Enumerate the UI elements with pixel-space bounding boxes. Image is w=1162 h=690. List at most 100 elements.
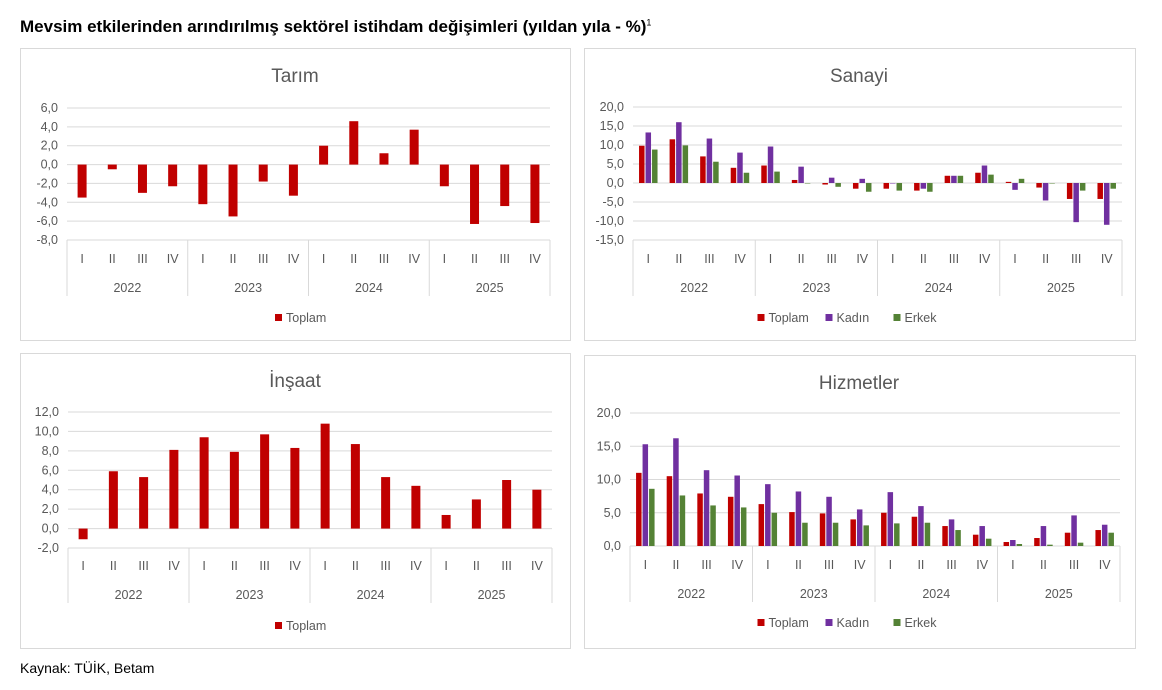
bar-toplam [822,183,828,185]
x-tick-label: III [701,558,711,572]
bar-kadın [642,444,649,546]
y-tick-label: 20,0 [597,406,621,420]
bar-toplam [1064,532,1071,546]
x-tick-label: IV [288,252,300,266]
bar-toplam [761,165,767,183]
bar-toplam [730,167,737,183]
legend-label: Kadın [837,311,870,325]
bar-kadın [645,132,652,183]
bar-erkek [865,183,872,192]
y-tick-label: 0,0 [604,539,621,553]
x-tick-label: II [471,252,478,266]
year-label: 2024 [925,281,953,295]
bar-toplam [975,172,981,183]
bar-toplam [228,164,238,217]
year-label: 2022 [680,281,708,295]
bar-toplam [883,183,890,189]
bar-erkek [955,530,961,546]
bar-toplam [502,480,512,529]
bar-toplam [168,164,178,187]
bar-erkek [835,183,841,187]
x-tick-label: IV [531,559,543,573]
x-tick-label: III [500,252,510,266]
x-tick-label: I [323,559,326,573]
x-tick-label: II [798,252,805,266]
bar-kadın [828,177,835,183]
x-tick-label: II [352,559,359,573]
bar-toplam [290,447,300,529]
x-tick-label: II [920,252,927,266]
bar-toplam [914,183,920,191]
legend-swatch [275,622,282,629]
bar-erkek [896,183,903,191]
x-tick-label: III [137,252,147,266]
bar-toplam [1036,183,1042,188]
x-tick-label: II [1040,558,1047,572]
x-tick-label: IV [856,252,868,266]
figure-title: Mevsim etkilerinden arındırılmış sektöre… [20,17,651,37]
bar-kadın [1101,524,1108,546]
bar-erkek [988,174,994,183]
bar-kadın [676,122,682,183]
bar-toplam [198,164,208,205]
x-tick-label: IV [168,559,180,573]
y-tick-label: 12,0 [35,405,59,419]
bar-erkek [710,505,716,546]
x-tick-label: I [1013,252,1016,266]
x-tick-label: II [230,252,237,266]
chart-title: Tarım [271,66,319,87]
bar-toplam [850,519,856,546]
bar-toplam [697,493,703,546]
x-tick-label: II [473,559,480,573]
y-tick-label: 20,0 [600,100,624,114]
bar-toplam [439,164,449,187]
bar-erkek [682,145,689,183]
bar-erkek [1110,183,1116,189]
bar-erkek [652,149,658,183]
y-tick-label: 10,0 [597,473,621,487]
x-tick-label: II [672,558,679,572]
y-tick-label: 15,0 [597,439,621,453]
bar-toplam [942,526,948,546]
legend-label: Toplam [286,619,326,633]
bar-kadın [765,484,771,546]
y-tick-label: 10,0 [600,138,624,152]
x-tick-label: I [80,252,83,266]
bar-kadın [979,526,985,546]
x-tick-label: I [889,558,892,572]
bar-erkek [740,507,747,546]
bar-toplam [1034,538,1040,546]
bar-toplam [78,528,88,540]
bar-toplam [379,153,389,165]
y-tick-label: 2,0 [42,502,59,516]
x-tick-label: II [917,558,924,572]
y-tick-label: 6,0 [42,463,59,477]
bar-erkek [924,522,931,546]
x-tick-label: IV [854,558,866,572]
legend-swatch [275,314,282,321]
legend-label: Erkek [905,616,938,630]
bar-kadın [1012,183,1018,190]
bar-toplam [852,183,859,189]
bar-toplam [107,164,117,170]
bar-kadın [920,183,927,189]
legend-swatch [825,619,833,626]
legend-swatch [757,619,765,626]
x-tick-label: I [644,558,647,572]
x-tick-label: I [322,252,325,266]
bar-toplam [77,164,87,198]
bar-erkek [1108,532,1114,546]
legend-swatch [825,314,833,321]
bar-kadın [734,475,740,546]
legend-label: Toplam [286,311,326,325]
x-tick-label: III [259,559,269,573]
bar-kadın [1071,515,1077,546]
x-tick-label: IV [734,252,746,266]
chart-title: İnşaat [269,371,321,392]
y-tick-label: 2,0 [41,139,58,153]
x-tick-label: IV [979,252,991,266]
bar-toplam [350,444,360,529]
bar-erkek [927,183,933,192]
